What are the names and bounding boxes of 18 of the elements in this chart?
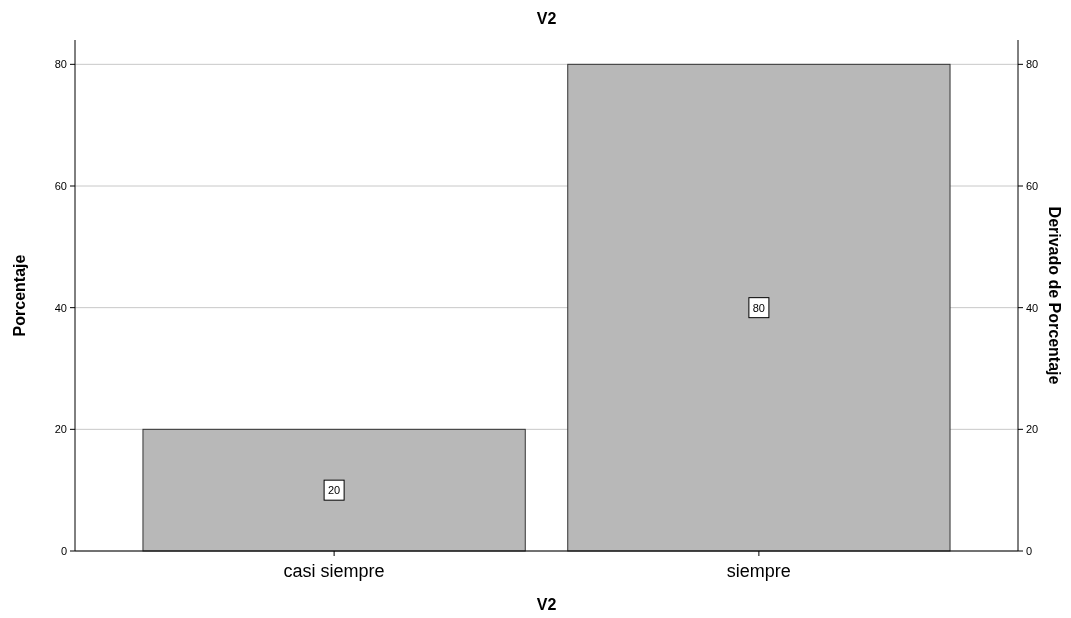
y2-tick-label: 60	[1026, 180, 1039, 192]
y2-tick-label: 80	[1026, 58, 1039, 71]
y2-tick-label: 0	[1026, 545, 1033, 557]
y-tick-label: 40	[54, 301, 67, 314]
x-tick-label: siempre	[726, 561, 791, 581]
y-tick-label: 80	[54, 58, 67, 71]
y-axis-title: Porcentaje	[11, 254, 28, 337]
y2-tick-label: 20	[1026, 423, 1039, 436]
y-tick-label: 20	[54, 423, 67, 436]
data-label: 20	[327, 484, 341, 497]
chart-title: V2	[536, 10, 557, 27]
y2-axis-title: Derivado de Porcentaje	[1046, 206, 1063, 385]
y-tick-label: 0	[60, 545, 67, 557]
y-tick-label: 60	[54, 180, 67, 192]
data-label: 80	[752, 301, 766, 314]
x-axis-title: V2	[536, 596, 557, 613]
x-tick-label: casi siempre	[283, 561, 385, 581]
y2-tick-label: 40	[1026, 301, 1039, 314]
